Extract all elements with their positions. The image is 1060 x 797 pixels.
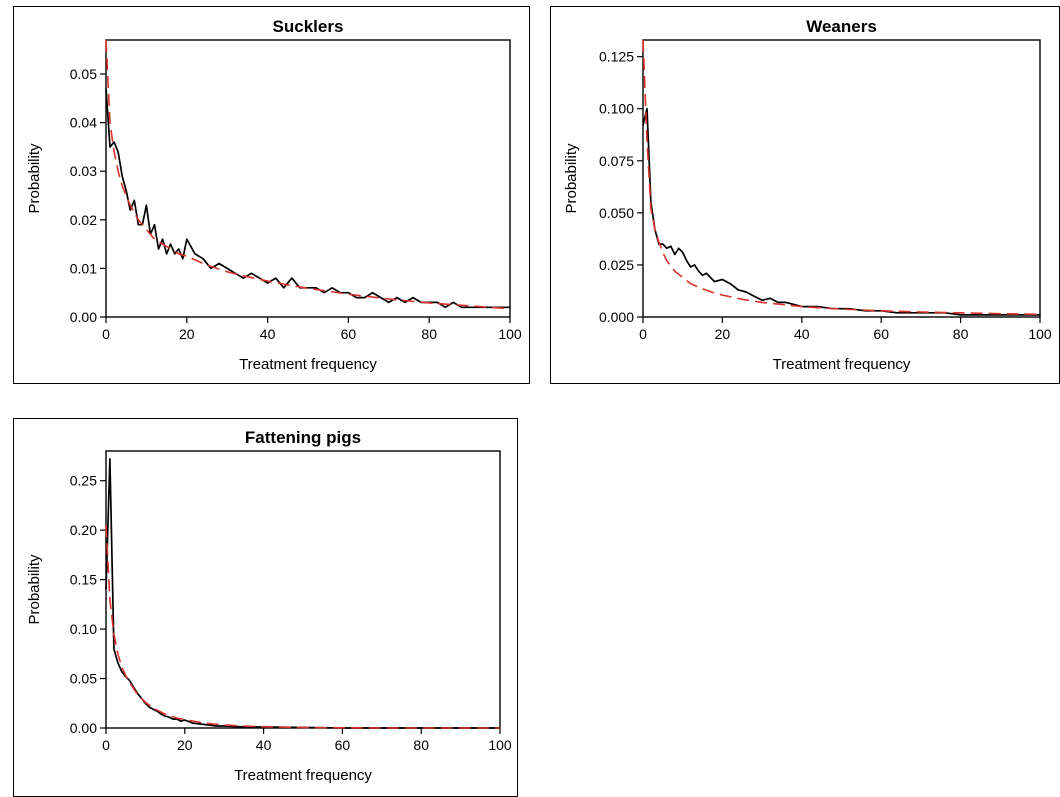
x-tick-label: 80 [421, 326, 437, 342]
y-tick-label: 0.00 [70, 309, 97, 325]
x-tick-label: 80 [953, 326, 969, 342]
fitted-curve-line [105, 39, 511, 310]
y-tick-label: 0.05 [70, 671, 97, 687]
y-tick-label: 0.05 [70, 66, 97, 82]
x-tick-label: 0 [639, 326, 647, 342]
x-tick-label: 0 [102, 326, 110, 342]
y-tick-label: 0.15 [70, 572, 97, 588]
x-tick-label: 60 [341, 326, 357, 342]
y-tick-label: 0.04 [70, 115, 97, 131]
observed-frequency-line [642, 107, 1040, 316]
x-tick-label: 80 [413, 737, 429, 753]
plot-frame [105, 39, 511, 318]
y-tick-label: 0.125 [599, 49, 634, 65]
y-tick-label: 0.050 [599, 205, 634, 221]
x-axis-label: Treatment frequency [773, 356, 911, 373]
x-tick-label: 20 [715, 326, 731, 342]
x-axis-label: Treatment frequency [239, 356, 377, 373]
fitted-curve-line [105, 525, 500, 729]
y-tick-label: 0.100 [599, 101, 634, 117]
y-tick-label: 0.025 [599, 257, 634, 273]
y-tick-label: 0.10 [70, 621, 97, 637]
chart-panel-fattening-pigs: Fattening pigs 0 20 40 60 80 100 0.00 0.05 0.10 0.… [13, 418, 518, 797]
x-axis-label: Treatment frequency [234, 767, 372, 784]
y-tick-label: 0.03 [70, 163, 97, 179]
chart-fattening-pigs: Fattening pigs 0 20 40 60 80 100 0.00 0.05 0.10 0.… [26, 428, 512, 784]
y-tick-label: 0.075 [599, 153, 634, 169]
x-tick-label: 40 [256, 737, 272, 753]
plot-frame [642, 39, 1041, 318]
x-tick-label: 40 [260, 326, 276, 342]
chart-panel-sucklers: Sucklers 0 20 40 60 80 100 0.00 0.01 0.02 0.03 0.04… [13, 6, 530, 384]
x-tick-label: 20 [179, 326, 195, 342]
x-tick-label: 60 [335, 737, 351, 753]
x-tick-label: 20 [177, 737, 193, 753]
chart-weaners: Weaners 0 20 40 60 80 100 0.000 0.025 0.050 0.075 0… [563, 17, 1052, 373]
x-tick-label: 100 [488, 737, 512, 753]
x-tick-label: 100 [1028, 326, 1052, 342]
observed-frequency-line [105, 88, 510, 309]
y-tick-label: 0.01 [70, 260, 97, 276]
x-tick-label: 100 [498, 326, 522, 342]
y-tick-label: 0.000 [599, 309, 634, 325]
x-tick-label: 40 [794, 326, 810, 342]
chart-sucklers: Sucklers 0 20 40 60 80 100 0.00 0.01 0.02 0.03 0.04… [26, 17, 522, 373]
x-tick-label: 0 [102, 737, 110, 753]
y-tick-label: 0.20 [70, 522, 97, 538]
plot-frame [105, 450, 501, 729]
chart-title: Weaners [806, 17, 877, 36]
y-axis-label: Probability [26, 554, 43, 625]
observed-frequency-line [105, 458, 500, 729]
y-axis-label: Probability [26, 143, 43, 214]
fitted-curve-line [642, 39, 1041, 316]
chart-title: Sucklers [273, 17, 344, 36]
y-tick-label: 0.25 [70, 473, 97, 489]
chart-panel-weaners: Weaners 0 20 40 60 80 100 0.000 0.025 0.050 0.075 0… [550, 6, 1060, 384]
y-axis-label: Probability [563, 143, 580, 214]
chart-title: Fattening pigs [245, 428, 361, 447]
y-tick-label: 0.00 [70, 720, 97, 736]
x-tick-label: 60 [873, 326, 889, 342]
y-tick-label: 0.02 [70, 212, 97, 228]
